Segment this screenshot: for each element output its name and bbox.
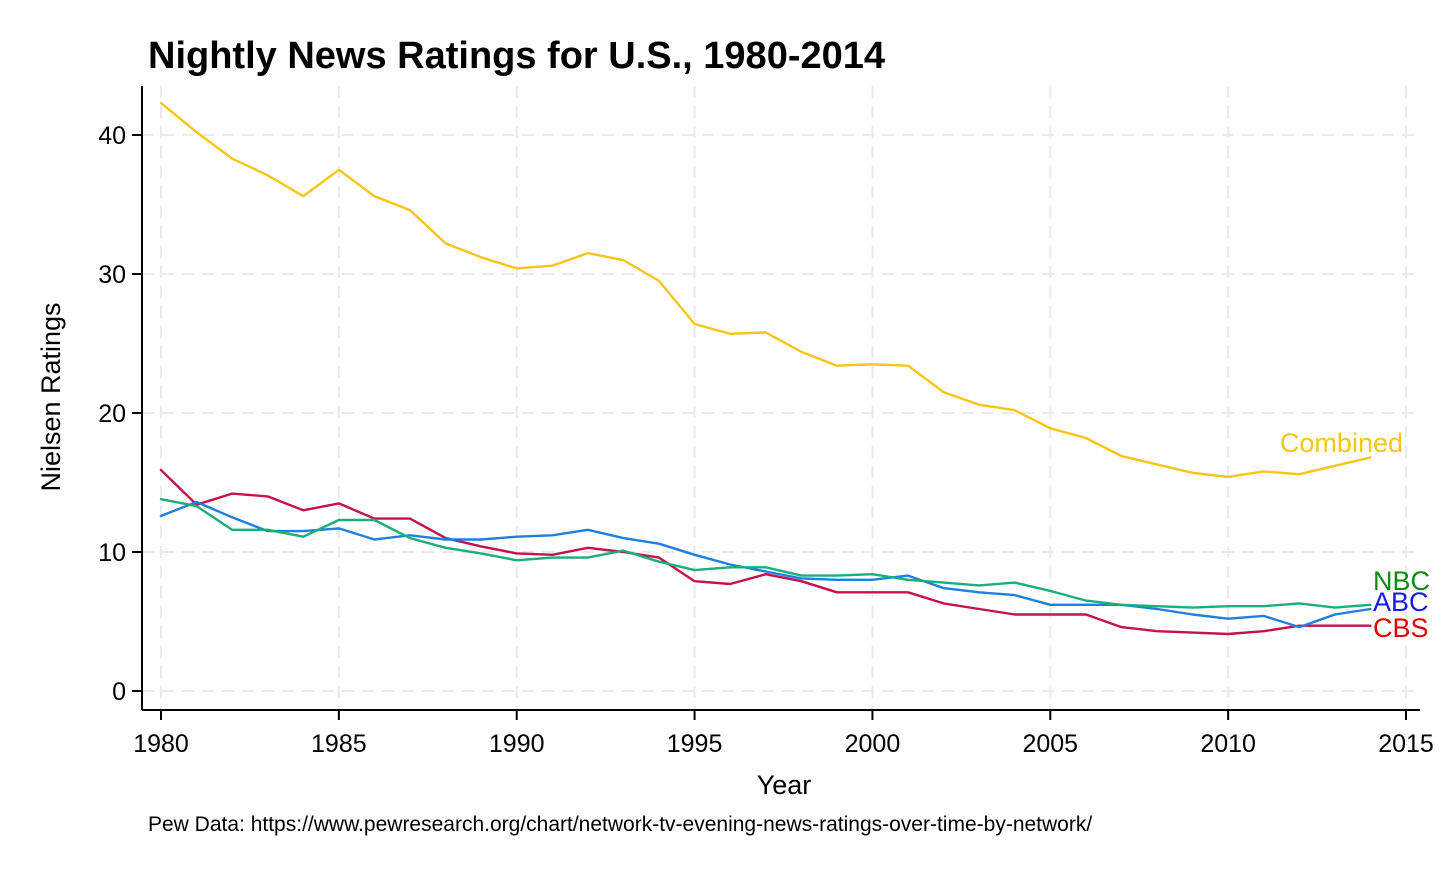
ticks: 0 10 20 30 40 1980 1985 1990 1995 2000 2005 2010 201… <box>98 122 1434 758</box>
series-label-combined: Combined <box>1280 428 1403 458</box>
grid <box>142 86 1420 710</box>
x-axis-title: Year <box>757 770 812 800</box>
x-tick-label: 1985 <box>311 730 367 758</box>
x-tick-label: 1990 <box>489 730 545 758</box>
x-tick-label: 1980 <box>133 730 189 758</box>
series-label-nbc: NBC <box>1373 566 1430 596</box>
y-tick-label: 40 <box>98 122 126 150</box>
series-label-abc: ABC <box>1373 587 1429 617</box>
x-tick-label: 2010 <box>1200 730 1256 758</box>
y-tick-label: 30 <box>98 261 126 289</box>
x-tick-label: 2015 <box>1378 730 1434 758</box>
series-line-nbc <box>159 498 1372 609</box>
y-tick-label: 20 <box>98 400 126 428</box>
axes <box>141 86 1420 711</box>
x-tick-label: 2005 <box>1022 730 1078 758</box>
x-tick-label: 2000 <box>845 730 901 758</box>
series-line-combined <box>159 101 1372 479</box>
chart-title: Nightly News Ratings for U.S., 1980-2014 <box>148 35 885 77</box>
series <box>159 101 1372 636</box>
series-line-abc <box>159 500 1372 629</box>
source-note: Pew Data: https://www.pewresearch.org/ch… <box>148 813 1092 836</box>
x-tick-label: 1995 <box>667 730 723 758</box>
y-tick-label: 10 <box>98 539 126 567</box>
series-label-cbs: CBS <box>1373 613 1429 643</box>
series-line-cbs <box>159 468 1372 636</box>
y-axis-title: Nielsen Ratings <box>36 302 66 491</box>
y-tick-label: 0 <box>112 678 126 706</box>
